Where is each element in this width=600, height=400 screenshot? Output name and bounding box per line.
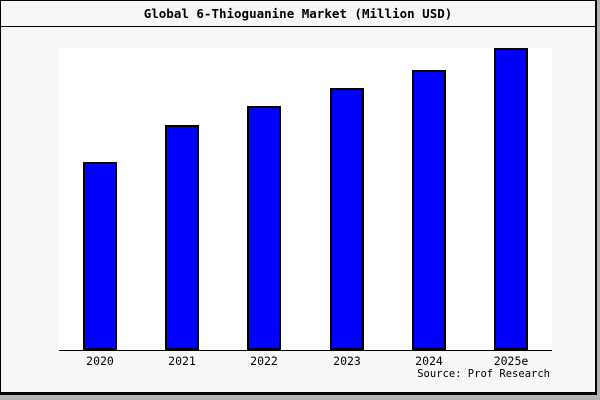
- bar-2023: [330, 88, 364, 350]
- x-tick-label-2021: 2021: [168, 354, 196, 368]
- chart-title: Global 6-Thioguanine Market (Million USD…: [143, 6, 453, 21]
- x-tick-label-2023: 2023: [333, 354, 361, 368]
- chart-title-bar: Global 6-Thioguanine Market (Million USD…: [1, 1, 595, 27]
- source-credit: Source: Prof Research: [417, 368, 550, 380]
- x-tick-label-2025e: 2025e: [493, 354, 529, 368]
- bar-2022: [247, 106, 281, 350]
- bar-2021: [165, 125, 199, 350]
- bar-2020: [83, 162, 117, 350]
- x-tick-label-2022: 2022: [250, 354, 278, 368]
- x-tick-label-2020: 2020: [86, 354, 114, 368]
- bar-2025e: [494, 48, 528, 350]
- plot-area: [59, 48, 552, 351]
- x-tick-label-2024: 2024: [415, 354, 443, 368]
- bar-2024: [412, 70, 446, 350]
